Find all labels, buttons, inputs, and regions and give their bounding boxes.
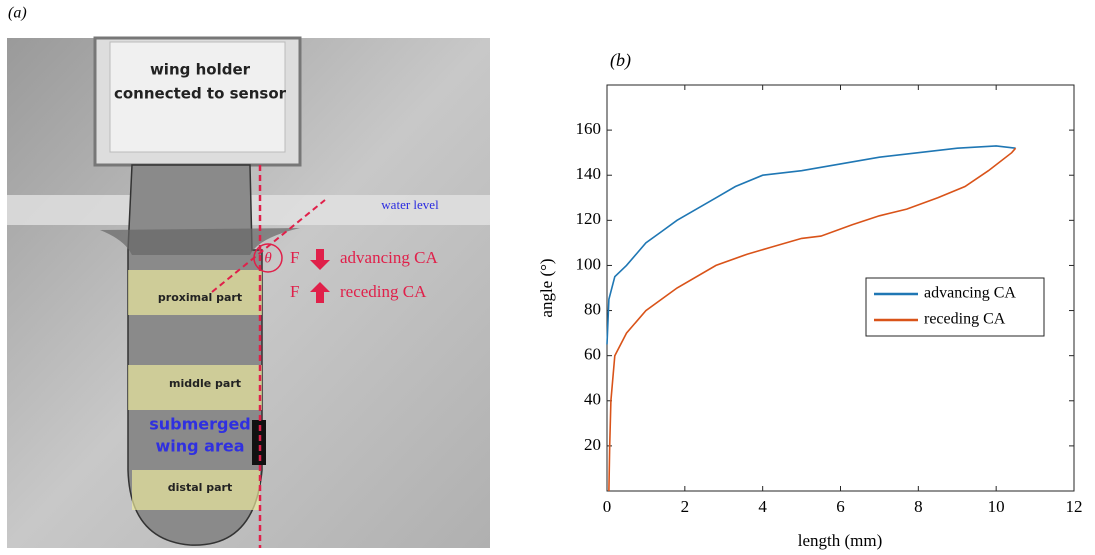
- part-label: middle part: [169, 377, 241, 390]
- y-tick-label: 80: [584, 299, 601, 318]
- y-tick-label: 60: [584, 345, 601, 364]
- x-tick-label: 8: [914, 497, 923, 516]
- y-tick-label: 160: [576, 119, 602, 138]
- force-label: advancing CA: [340, 248, 438, 267]
- y-tick-label: 20: [584, 435, 601, 454]
- x-axis-label: length (mm): [798, 531, 883, 550]
- force-symbol: F: [290, 248, 299, 267]
- y-tick-label: 100: [576, 254, 602, 273]
- force-label: receding CA: [340, 282, 427, 301]
- data-line: [608, 147, 1017, 492]
- force-symbol: F: [290, 282, 299, 301]
- submerged-label: submerged: [149, 415, 251, 434]
- x-tick-label: 6: [836, 497, 845, 516]
- x-tick-label: 2: [681, 497, 690, 516]
- submerged-label: wing area: [155, 437, 244, 456]
- legend: [865, 277, 1045, 337]
- y-tick-label: 120: [576, 209, 602, 228]
- y-tick-label: 40: [584, 390, 601, 409]
- water-label: water level: [381, 197, 439, 212]
- holder-label: connected to sensor: [114, 85, 287, 103]
- data-line: [606, 145, 1016, 345]
- panel-label: (b): [610, 50, 631, 71]
- part-label: distal part: [168, 481, 232, 494]
- legend-label: receding CA: [924, 311, 1006, 328]
- y-axis-label: angle (°): [537, 258, 556, 317]
- y-tick-label: 140: [576, 164, 602, 183]
- holder-label: wing holder: [150, 61, 251, 79]
- angle-symbol: θ: [264, 250, 272, 266]
- legend-label: advancing CA: [924, 285, 1016, 302]
- photo: [7, 36, 490, 548]
- x-tick-label: 12: [1066, 497, 1083, 516]
- panel-label: (a): [8, 5, 27, 22]
- x-tick-label: 10: [988, 497, 1005, 516]
- x-tick-label: 0: [603, 497, 612, 516]
- part-label: proximal part: [158, 291, 242, 304]
- x-tick-label: 4: [758, 497, 767, 516]
